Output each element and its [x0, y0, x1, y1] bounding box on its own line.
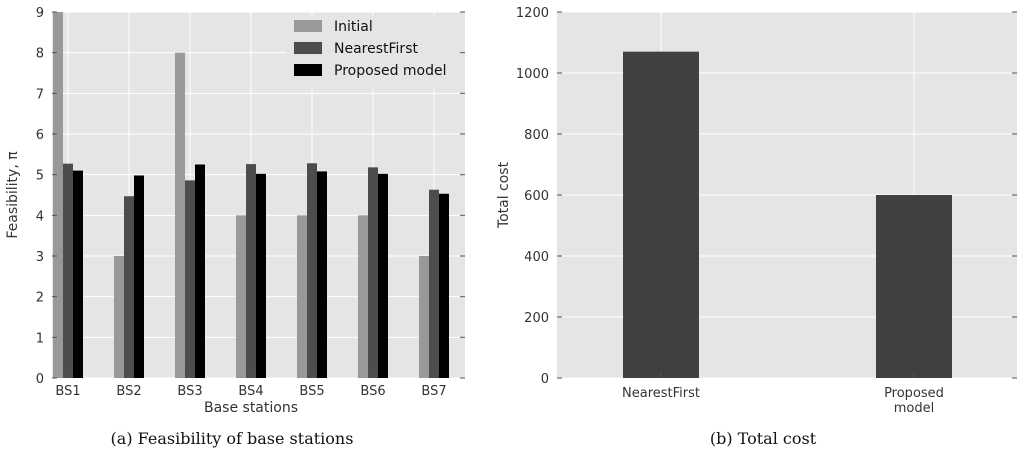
legend-label: NearestFirst	[334, 41, 418, 57]
y-tick-label: 6	[36, 128, 44, 143]
bar-proposed-model	[317, 171, 327, 378]
bars-b	[623, 51, 952, 379]
legend-swatch	[294, 64, 322, 76]
x-tick-label: BS3	[177, 384, 202, 399]
y-axis-label-b: Total cost	[496, 161, 512, 229]
total-cost-chart: 0 200 400 600 800 1000 1200 NearestFirst Propose…	[496, 6, 1017, 448]
y-tick-label: 0	[36, 372, 44, 387]
y-tick-label: 4	[36, 209, 44, 224]
x-tick-label: BS2	[116, 384, 141, 399]
bar-initial	[175, 52, 185, 379]
bar-proposed-model	[439, 193, 449, 378]
bar-nearestfirst	[429, 189, 439, 378]
x-tick-label: BS6	[360, 384, 385, 399]
y-tick-label: 1	[36, 331, 44, 346]
y-tick-label: 2	[36, 291, 44, 306]
bar-proposed-model	[134, 175, 144, 378]
y-tick-label: 3	[36, 250, 44, 265]
y-tick-label: 9	[36, 6, 44, 21]
y-tick-label: 5	[36, 169, 44, 184]
y-axis-label-a: Feasibility, π	[5, 151, 21, 239]
y-tick-label: 7	[36, 87, 44, 102]
bars-a	[53, 12, 449, 379]
y-tick-label: 0	[541, 372, 549, 387]
y-tick-label: 200	[524, 311, 549, 326]
x-tick-label: NearestFirst	[622, 386, 700, 401]
bar-initial	[53, 12, 63, 378]
y-tick-label: 800	[524, 128, 549, 143]
y-tick-label: 8	[36, 47, 44, 62]
bar-nearestfirst	[124, 196, 134, 378]
ticks-b: 0 200 400 600 800 1000 1200 NearestFirst Propose…	[516, 6, 1017, 416]
bar-nearestfirst	[246, 164, 256, 378]
bar-nearestfirst	[63, 163, 73, 378]
caption-b: (b) Total cost	[710, 429, 817, 448]
bar-initial	[114, 256, 124, 378]
feasibility-chart: 0 1 2 3 4 5 6 7 8 9 BS1 BS2 BS3 BS4 BS5 BS6 BS7 Base sta…	[5, 6, 465, 448]
y-tick-label: 1000	[516, 67, 549, 82]
bar-nearestfirst	[185, 180, 195, 378]
x-tick-label: BS5	[299, 384, 324, 399]
y-tick-label: 600	[524, 189, 549, 204]
x-tick-label: BS1	[55, 384, 80, 399]
legend: Initial NearestFirst Proposed model	[286, 15, 460, 89]
y-tick-label: 400	[524, 250, 549, 265]
legend-swatch	[294, 42, 322, 54]
ticks-a: 0 1 2 3 4 5 6 7 8 9 BS1 BS2 BS3 BS4 BS5 BS6 BS7	[36, 6, 465, 399]
bar-initial	[358, 215, 368, 378]
x-tick-label: Proposed	[884, 386, 944, 401]
legend-label: Proposed model	[334, 63, 447, 79]
bar-proposed-model	[256, 173, 266, 378]
bar-nearestfirst	[368, 167, 378, 378]
bar-initial	[236, 215, 246, 378]
bar-proposed-model	[195, 164, 205, 378]
x-tick-label: model	[894, 401, 934, 416]
bar-nearestfirst	[307, 163, 317, 378]
x-axis-label-a: Base stations	[204, 400, 298, 416]
bar-total-cost	[876, 195, 952, 378]
bar-proposed-model	[378, 173, 388, 378]
y-tick-label: 1200	[516, 6, 549, 21]
bar-total-cost	[623, 51, 699, 379]
legend-swatch	[294, 20, 322, 32]
bar-initial	[297, 215, 307, 378]
x-tick-label: BS7	[421, 384, 446, 399]
x-tick-label: BS4	[238, 384, 263, 399]
legend-label: Initial	[334, 19, 373, 35]
bar-proposed-model	[73, 170, 83, 378]
caption-a: (a) Feasibility of base stations	[111, 429, 354, 448]
bar-initial	[419, 256, 429, 378]
